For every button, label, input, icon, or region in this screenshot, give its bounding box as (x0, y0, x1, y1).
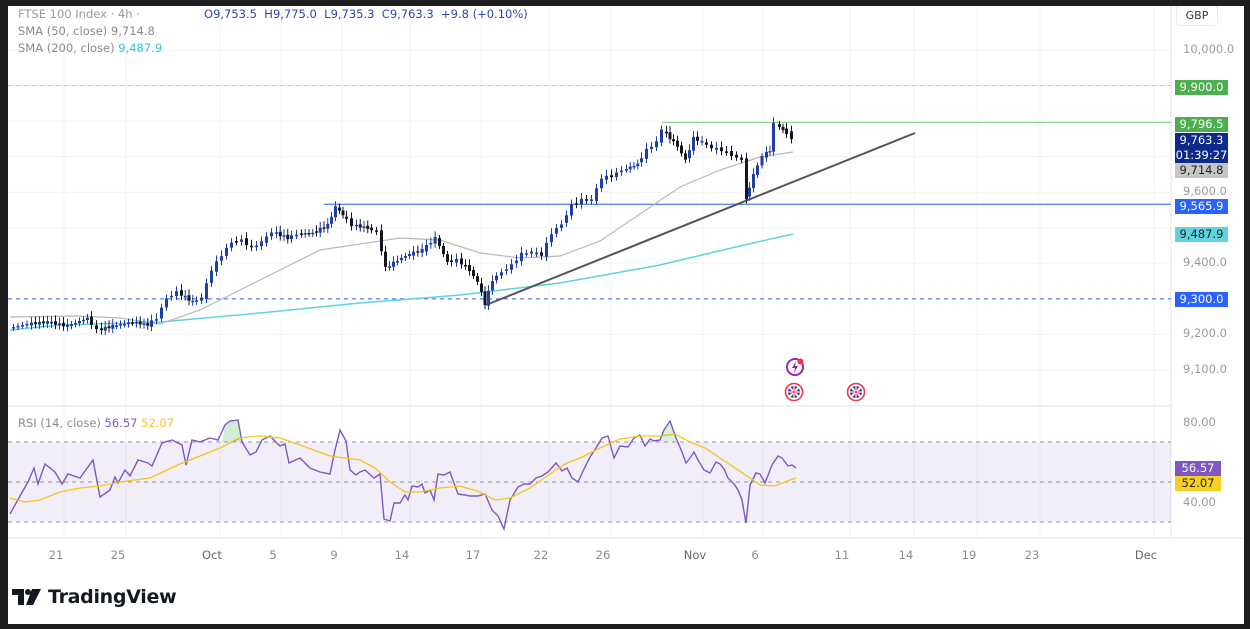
time-tick: 17 (465, 548, 481, 562)
time-tick: 22 (533, 548, 549, 562)
level-tag-9900[interactable]: 9,900.0 (1175, 80, 1228, 95)
price-tick: 9,400.0 (1183, 255, 1227, 269)
time-tick: Oct (202, 548, 222, 562)
uk-flag-event-icon[interactable] (846, 382, 866, 402)
rsi-label[interactable]: RSI (14, close) (18, 416, 101, 430)
last-price-tag: 9,763.3 01:39:27 (1175, 133, 1228, 163)
time-tick: 6 (751, 548, 759, 562)
level-tag-9300[interactable]: 9,300.0 (1175, 292, 1228, 307)
sma200-value: 9,487.9 (118, 41, 163, 55)
rsi-value: 56.57 (104, 416, 138, 430)
level-tag-9565[interactable]: 9,565.9 (1175, 199, 1228, 214)
sma50-value: 9,714.8 (110, 24, 155, 38)
time-tick: 21 (48, 548, 64, 562)
last-price: 9,763.3 (1179, 133, 1224, 147)
tradingview-logo[interactable]: TradingView (12, 586, 177, 608)
time-tick: 9 (330, 548, 338, 562)
currency-button[interactable]: GBP (1176, 6, 1218, 26)
price-tick: 9,600.0 (1183, 184, 1227, 198)
rsi-ma-value: 52.07 (141, 416, 175, 430)
time-tick: 23 (1024, 548, 1040, 562)
price-tick: 9,100.0 (1183, 362, 1227, 376)
tradingview-logo-icon (12, 589, 41, 605)
high-value: 9,775.0 (272, 7, 317, 21)
time-tick: Dec (1134, 548, 1158, 562)
rsi-ma-tag: 52.07 (1175, 476, 1221, 491)
price-tick: 9,200.0 (1183, 326, 1227, 340)
chart-legend: FTSE 100 Index · 4h · SMA (50, close) 9,… (18, 6, 162, 57)
bar-countdown: 01:39:27 (1175, 148, 1228, 162)
time-tick: 14 (898, 548, 914, 562)
time-tick: Nov (683, 548, 707, 562)
time-tick: 26 (595, 548, 611, 562)
time-tick: 11 (834, 548, 850, 562)
sma50-label[interactable]: SMA (50, close) (18, 24, 108, 38)
rsi-tag: 56.57 (1175, 461, 1221, 476)
symbol-title[interactable]: FTSE 100 Index · 4h · (18, 7, 140, 21)
low-value: 9,735.3 (330, 7, 375, 21)
chart-canvas[interactable] (8, 6, 1244, 624)
rsi-legend: RSI (14, close) 56.57 52.07 (18, 416, 174, 430)
time-tick: 5 (269, 548, 277, 562)
sma200-tag: 9,487.9 (1175, 227, 1228, 242)
level-tag-9796[interactable]: 9,796.5 (1175, 117, 1228, 132)
time-tick: 19 (961, 548, 977, 562)
sma50-tag: 9,714.8 (1175, 163, 1228, 178)
rsi-tick: 40.00 (1183, 495, 1216, 509)
earnings-flash-icon[interactable] (785, 357, 805, 377)
rsi-tick: 80.00 (1183, 415, 1216, 429)
time-tick: 14 (394, 548, 410, 562)
sma200-label[interactable]: SMA (200, close) (18, 41, 115, 55)
logo-text: TradingView (48, 586, 177, 608)
chart-frame: FTSE 100 Index · 4h · SMA (50, close) 9,… (8, 6, 1244, 624)
change-value: +9.8 (+0.10%) (441, 7, 528, 21)
close-value: 9,763.3 (389, 7, 434, 21)
price-tick: 10,000.0 (1183, 42, 1235, 56)
ohlc-values: O9,753.5 H9,775.0 L9,735.3 C9,763.3 +9.8… (204, 7, 528, 21)
time-tick: 25 (110, 548, 126, 562)
open-value: 9,753.5 (213, 7, 257, 21)
uk-flag-event-icon[interactable] (784, 382, 804, 402)
